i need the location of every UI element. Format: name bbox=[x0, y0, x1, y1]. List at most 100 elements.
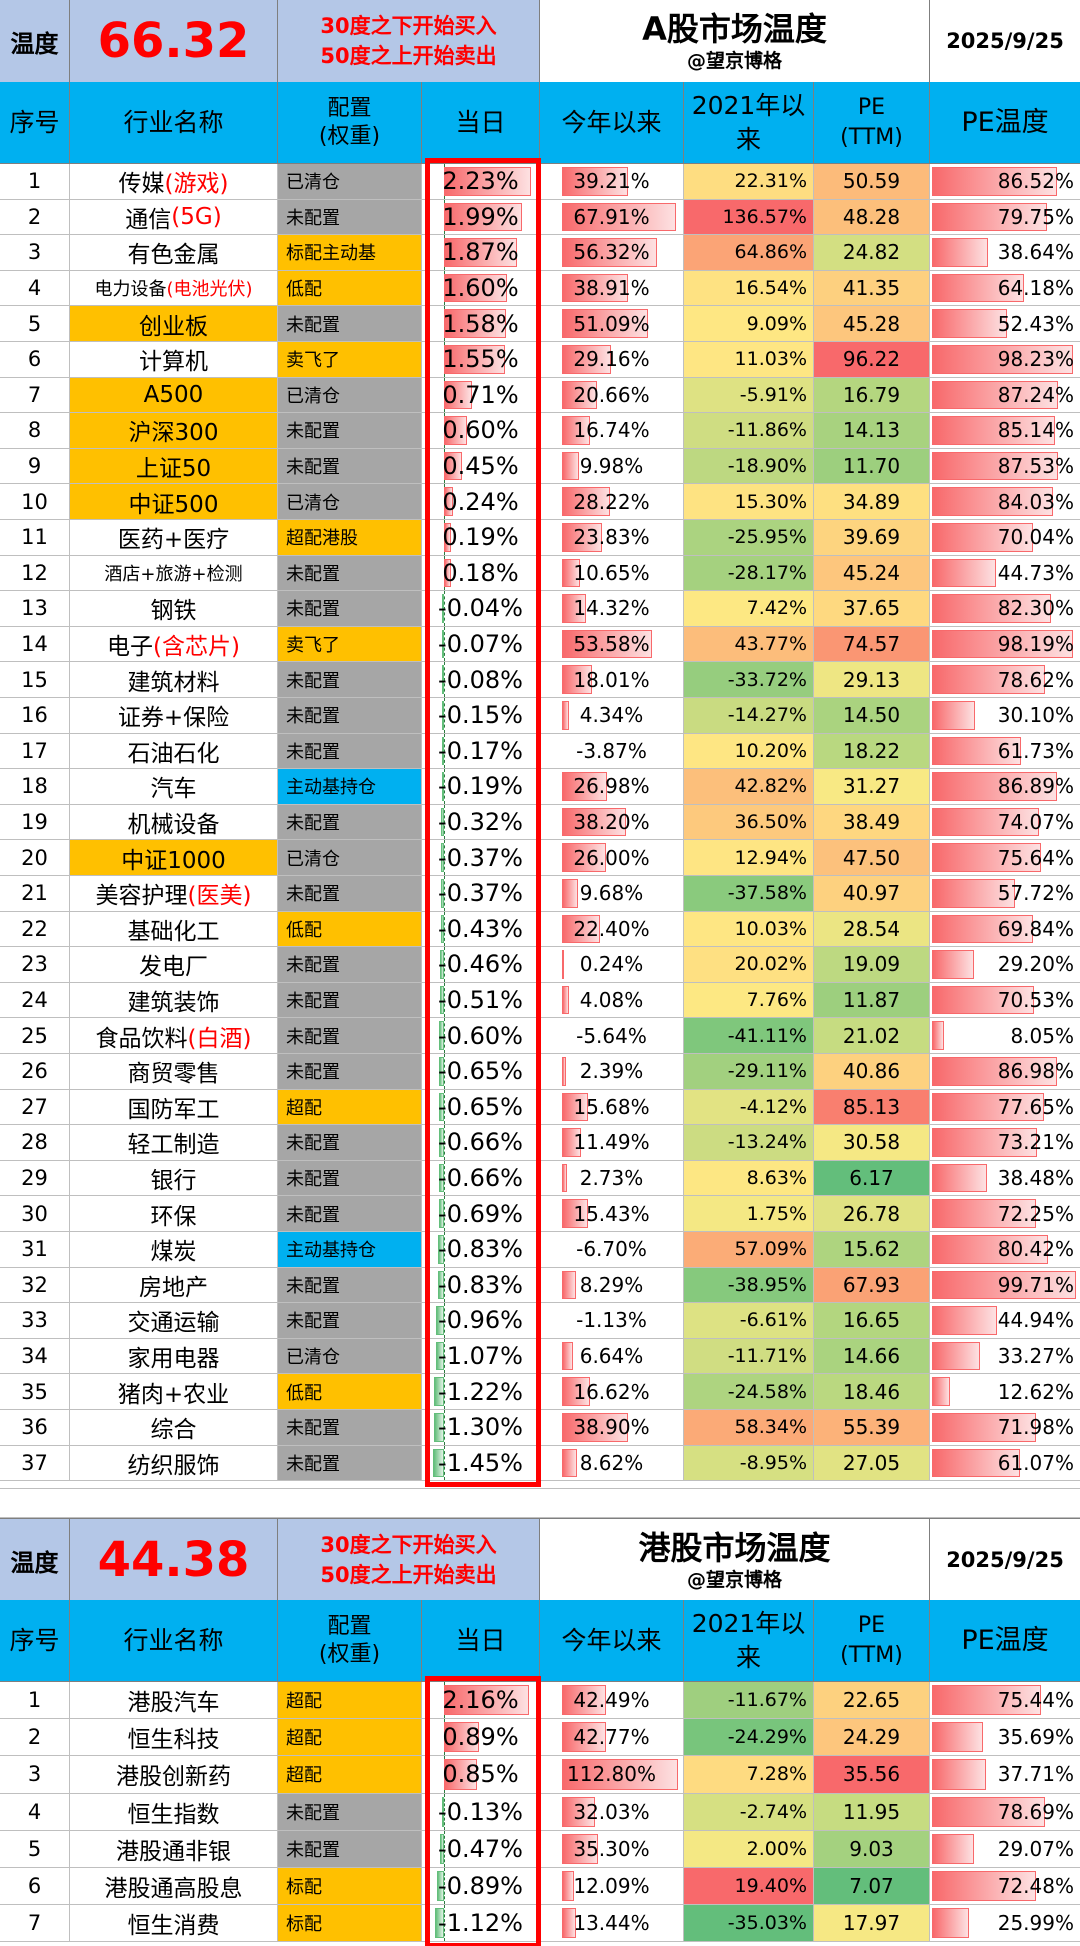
row-index: 34 bbox=[0, 1338, 70, 1374]
ytd-bar bbox=[562, 202, 677, 232]
industry-name: 港股创新药 bbox=[116, 1764, 231, 1791]
allocation-cell: 未配置 bbox=[278, 1303, 422, 1338]
row-index: 1 bbox=[0, 164, 70, 199]
pe-temperature-cell: 79.75% bbox=[930, 200, 1080, 235]
industry-name-cell: 钢铁 bbox=[70, 591, 278, 626]
day-change-value: -0.83% bbox=[438, 1235, 523, 1264]
pe-temperature-bar bbox=[932, 1163, 988, 1193]
day-change-bar bbox=[444, 416, 468, 445]
pe-temperature-cell: 25.99% bbox=[930, 1905, 1080, 1941]
ytd-change-value: 56.32% bbox=[573, 240, 650, 265]
bar-axis bbox=[444, 1445, 445, 1481]
table-row: 36 综合 未配置 -1.30% 38.90% 58.34% 55.39 71.98% bbox=[0, 1410, 1080, 1446]
pe-ttm-cell: 18.46 bbox=[814, 1374, 930, 1409]
day-change-value: -0.08% bbox=[438, 665, 523, 694]
day-change-cell: 0.60% bbox=[422, 413, 540, 448]
pe-ttm-cell: 6.17 bbox=[814, 1160, 930, 1196]
pe-temperature-cell: 30.10% bbox=[930, 698, 1080, 733]
ytd-change-cell: 12.09% bbox=[540, 1868, 684, 1905]
ytd-change-cell: 26.98% bbox=[540, 769, 684, 804]
col-pe-line1: PE bbox=[857, 1613, 886, 1638]
row-index: 31 bbox=[0, 1232, 70, 1267]
day-change-bar bbox=[444, 167, 532, 196]
day-change-bar bbox=[441, 807, 444, 837]
since-2021-cell: 43.77% bbox=[684, 626, 814, 662]
col-pet-header: PE温度 bbox=[961, 1625, 1049, 1656]
day-change-bar bbox=[434, 1377, 444, 1406]
pe-ttm-cell: 11.87 bbox=[814, 982, 930, 1018]
industry-name: 沪深300 bbox=[128, 420, 219, 447]
bar-axis bbox=[444, 1196, 445, 1231]
industry-name: 商贸零售 bbox=[127, 1061, 220, 1088]
section-separator bbox=[0, 1488, 1080, 1518]
day-change-cell: 0.24% bbox=[422, 484, 540, 519]
table-row: 34 家用电器 已清仓 -1.07% 6.64% -11.71% 14.66 33.27% bbox=[0, 1338, 1080, 1375]
row-index: 17 bbox=[0, 733, 70, 769]
day-change-cell: -0.46% bbox=[422, 947, 540, 982]
pe-temperature-bar bbox=[932, 1759, 987, 1790]
day-change-bar bbox=[442, 736, 444, 766]
pe-temperature-cell: 78.69% bbox=[930, 1794, 1080, 1830]
day-change-value: -1.22% bbox=[438, 1377, 523, 1406]
allocation-cell: 未配置 bbox=[278, 1160, 422, 1196]
industry-name-cell: 恒生消费 bbox=[70, 1905, 278, 1942]
row-index: 36 bbox=[0, 1410, 70, 1445]
pe-temperature-bar bbox=[932, 843, 1041, 872]
table-row: 3 港股创新药 超配 0.85% 112.80% 7.28% 35.56 37.71% bbox=[0, 1756, 1080, 1794]
ytd-bar bbox=[562, 1908, 576, 1939]
industry-name-cell: 恒生科技 bbox=[70, 1719, 278, 1756]
col-name-header: 行业名称 bbox=[70, 1600, 278, 1682]
pe-temperature-bar bbox=[932, 1908, 970, 1939]
table-row: 12 酒店+旅游+检测 未配置 0.18% 10.65% -28.17% 45.24 44.7… bbox=[0, 555, 1080, 592]
ytd-change-value: 32.03% bbox=[573, 1799, 650, 1824]
ytd-change-value: 9.68% bbox=[579, 881, 644, 906]
industry-name-cell: 港股创新药 bbox=[70, 1756, 278, 1793]
day-change-value: 0.85% bbox=[442, 1760, 519, 1789]
ytd-bar bbox=[562, 451, 579, 481]
pe-temperature-value: 70.04% bbox=[997, 525, 1074, 550]
table-row: 33 交通运输 未配置 -0.96% -1.13% -6.61% 16.65 44.94% bbox=[0, 1303, 1080, 1339]
pe-temperature-bar bbox=[932, 416, 1055, 445]
industry-name: 创业板 bbox=[139, 313, 208, 340]
table-title: 港股市场温度 bbox=[638, 1529, 831, 1567]
col-since-line2: 来 bbox=[735, 1643, 761, 1672]
pe-temperature-value: 61.73% bbox=[997, 738, 1074, 763]
industry-name: 酒店+旅游+检测 bbox=[104, 563, 243, 585]
pe-temperature-bar bbox=[932, 1341, 980, 1371]
temperature-value: 66.32 bbox=[70, 0, 278, 82]
pe-temperature-bar bbox=[932, 1448, 1020, 1478]
pe-temperature-value: 87.24% bbox=[997, 382, 1074, 407]
ytd-change-cell: 56.32% bbox=[540, 235, 684, 270]
day-change-bar bbox=[444, 202, 522, 232]
industry-name: 猪肉+农业 bbox=[117, 1381, 230, 1408]
industry-name: 通信 bbox=[125, 206, 172, 233]
day-change-cell: -0.43% bbox=[422, 911, 540, 947]
ytd-change-value: 12.09% bbox=[573, 1874, 650, 1899]
ytd-bar bbox=[562, 665, 593, 694]
day-change-cell: 1.58% bbox=[422, 306, 540, 341]
pe-temperature-value: 30.10% bbox=[997, 703, 1074, 728]
pe-temperature-value: 73.21% bbox=[997, 1130, 1074, 1155]
pe-temperature-value: 87.53% bbox=[997, 454, 1074, 479]
industry-name: 电子 bbox=[107, 634, 154, 661]
pe-temperature-bar bbox=[932, 167, 1057, 196]
ytd-bar bbox=[562, 879, 579, 908]
pe-temperature-bar bbox=[932, 202, 1047, 232]
col-pe-header: PE (TTM) bbox=[814, 82, 930, 164]
pe-temperature-value: 29.20% bbox=[997, 952, 1074, 977]
table-row: 7 恒生消费 标配 -1.12% 13.44% -35.03% 17.97 25.99% bbox=[0, 1905, 1080, 1943]
pe-ttm-cell: 24.82 bbox=[814, 235, 930, 270]
pe-temperature-cell: 57.72% bbox=[930, 876, 1080, 911]
day-change-value: 2.16% bbox=[442, 1686, 519, 1715]
industry-name: 煤炭 bbox=[150, 1239, 197, 1266]
pe-temperature-bar bbox=[932, 879, 1016, 908]
pe-temperature-bar bbox=[932, 985, 1034, 1015]
day-change-bar bbox=[436, 1306, 444, 1335]
industry-name-cell: 食品饮料 (白酒) bbox=[70, 1018, 278, 1053]
pe-temperature-value: 74.07% bbox=[997, 810, 1074, 835]
allocation-cell: 超配港股 bbox=[278, 520, 422, 555]
row-index: 2 bbox=[0, 199, 70, 235]
since-2021-cell: 36.50% bbox=[684, 804, 814, 840]
industry-name-note: (5G) bbox=[171, 203, 222, 230]
pe-temperature-value: 98.23% bbox=[997, 347, 1074, 372]
